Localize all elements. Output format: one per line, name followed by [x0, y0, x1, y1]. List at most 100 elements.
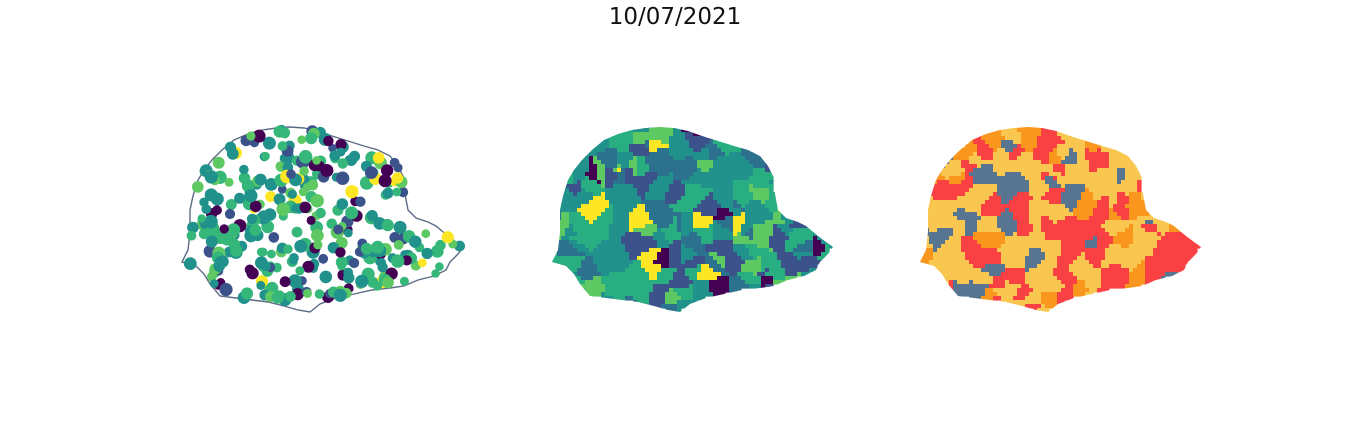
municipality-cell — [645, 168, 650, 173]
municipality-cell — [581, 256, 586, 261]
municipality-cell — [741, 260, 746, 265]
municipality-cell — [1197, 244, 1201, 249]
municipality-cell — [969, 184, 974, 189]
municipality-cell — [717, 268, 722, 273]
municipality-cell — [969, 284, 974, 289]
municipality-cell — [693, 140, 698, 145]
municipality-cell — [997, 236, 1002, 241]
municipality-cell — [769, 216, 774, 221]
municipality-cell — [613, 156, 618, 161]
municipality-cell — [737, 156, 742, 161]
municipality-cell — [941, 176, 946, 181]
municipality-cell — [1129, 256, 1134, 261]
municipality-cell — [1125, 280, 1130, 285]
municipality-cell — [1009, 156, 1014, 161]
municipality-cell — [1141, 208, 1146, 213]
municipality-cell — [1057, 300, 1062, 305]
municipality-cell — [733, 224, 738, 229]
municipality-cell — [1101, 196, 1106, 201]
municipality-cell — [757, 200, 762, 205]
municipality-point — [431, 269, 440, 278]
municipality-cell — [1145, 272, 1150, 277]
municipality-cell — [937, 212, 942, 217]
municipality-cell — [1045, 272, 1050, 277]
municipality-cell — [957, 248, 962, 253]
municipality-cell — [1089, 184, 1094, 189]
municipality-cell — [1009, 284, 1014, 289]
municipality-cell — [625, 156, 630, 161]
municipality-cell — [1085, 228, 1090, 233]
municipality-cell — [713, 184, 718, 189]
municipality-cell — [637, 180, 642, 185]
municipality-cell — [1101, 204, 1106, 209]
municipality-cell — [817, 252, 822, 257]
municipality-cell — [697, 296, 702, 301]
municipality-cell — [657, 288, 662, 293]
municipality-cell — [677, 300, 682, 305]
municipality-cell — [709, 272, 714, 277]
municipality-cell — [1117, 268, 1122, 273]
municipality-cell — [1045, 264, 1050, 269]
municipality-cell — [1097, 208, 1102, 213]
municipality-cell — [1125, 212, 1130, 217]
municipality-cell — [597, 236, 602, 241]
municipality-point — [192, 181, 204, 193]
municipality-cell — [1125, 272, 1130, 277]
municipality-cell — [1133, 244, 1138, 249]
municipality-cell — [761, 248, 766, 253]
municipality-cell — [1037, 232, 1042, 237]
municipality-cell — [693, 152, 698, 157]
municipality-cell — [1161, 248, 1166, 253]
municipality-cell — [1097, 200, 1102, 205]
municipality-cell — [665, 272, 670, 277]
municipality-cell — [1145, 280, 1150, 285]
municipality-cell — [669, 228, 674, 233]
municipality-cell — [689, 184, 694, 189]
municipality-cell — [773, 252, 778, 257]
municipality-cell — [1101, 280, 1106, 285]
municipality-cell — [1093, 168, 1098, 173]
municipality-cell — [713, 256, 718, 261]
municipality-cell — [577, 268, 582, 273]
municipality-cell — [577, 192, 582, 197]
municipality-cell — [981, 136, 986, 141]
municipality-cell — [701, 140, 706, 145]
municipality-cell — [1141, 280, 1146, 285]
municipality-cell — [741, 228, 746, 233]
municipality-cell — [649, 200, 654, 205]
municipality-cell — [753, 188, 758, 193]
municipality-cell — [1137, 172, 1142, 177]
municipality-cell — [757, 260, 762, 265]
municipality-cell — [1085, 284, 1090, 289]
municipality-cell — [1045, 236, 1050, 241]
municipality-cell — [985, 296, 990, 301]
municipality-cell — [757, 236, 762, 241]
municipality-cell — [1041, 268, 1046, 273]
municipality-cell — [621, 296, 626, 301]
municipality-cell — [685, 188, 690, 193]
municipality-cell — [753, 208, 758, 213]
municipality-cell — [969, 296, 974, 301]
municipality-cell — [801, 256, 806, 261]
municipality-point — [287, 189, 297, 199]
municipality-cell — [761, 276, 766, 281]
municipality-cell — [685, 156, 690, 161]
municipality-cell — [693, 256, 698, 261]
municipality-cell — [977, 224, 982, 229]
municipality-cell — [1033, 152, 1038, 157]
municipality-cell — [1065, 260, 1070, 265]
municipality-cell — [1013, 224, 1018, 229]
municipality-cell — [745, 164, 750, 169]
municipality-cell — [609, 272, 614, 277]
municipality-cell — [937, 176, 942, 181]
municipality-cell — [961, 180, 966, 185]
municipality-cell — [589, 248, 594, 253]
municipality-cell — [789, 276, 794, 281]
municipality-cell — [945, 240, 950, 245]
municipality-cell — [749, 256, 754, 261]
municipality-cell — [645, 208, 650, 213]
municipality-cell — [693, 264, 698, 269]
municipality-cell — [1161, 224, 1166, 229]
municipality-cell — [577, 200, 582, 205]
municipality-cell — [637, 288, 642, 293]
